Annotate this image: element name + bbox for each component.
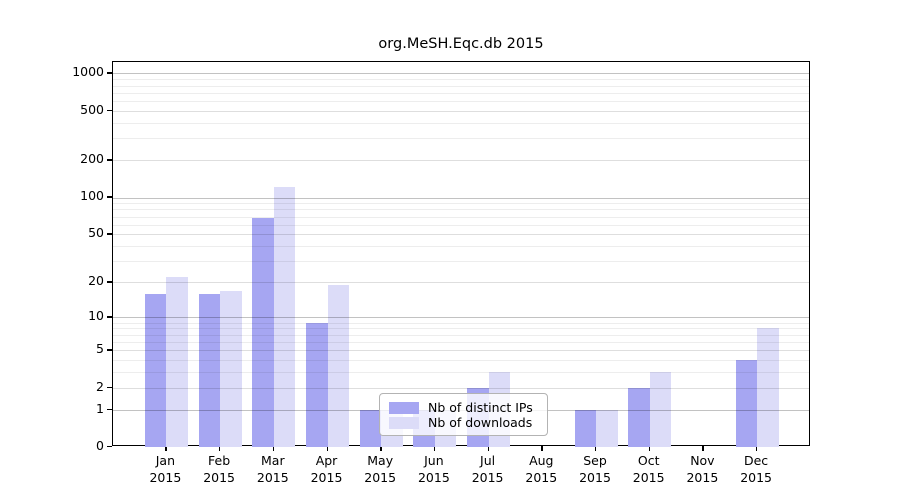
x-tick-mark — [219, 446, 221, 451]
gridline-y-3 — [113, 372, 809, 373]
y-tick-label-1000: 1000 — [72, 64, 104, 80]
x-tick-mark — [541, 446, 543, 451]
gridline-y-600 — [113, 101, 809, 102]
legend-label-distinct-ips: Nb of distinct IPs — [428, 400, 533, 415]
gridline-y-5 — [113, 350, 809, 352]
gridline-y-30 — [113, 261, 809, 263]
y-tick-mark — [107, 349, 112, 351]
y-tick-label-1: 1 — [96, 400, 104, 416]
chart-title: org.MeSH.Eqc.db 2015 — [378, 36, 544, 52]
gridline-y-4 — [113, 360, 809, 361]
x-tick-mark — [487, 446, 489, 451]
legend: Nb of distinct IPs Nb of downloads — [379, 393, 548, 436]
gridline-y-10 — [113, 317, 809, 319]
y-tick-mark — [107, 233, 112, 235]
x-tick-label-apr: Apr 2015 — [310, 453, 343, 485]
x-tick-label-sep: Sep 2015 — [579, 453, 611, 485]
bar-downloads-apr — [327, 285, 349, 447]
x-tick-label-nov: Nov 2015 — [686, 453, 719, 485]
y-tick-mark — [107, 316, 112, 318]
gridline-y-7 — [113, 334, 809, 336]
x-tick-label-oct: Oct 2015 — [632, 453, 665, 485]
bar-distinct-ips-apr — [306, 322, 328, 447]
gridline-y-800 — [113, 85, 809, 87]
bar-downloads-oct — [649, 372, 672, 447]
gridline-y-300 — [113, 138, 809, 140]
x-tick-label-mar: Mar 2015 — [256, 453, 289, 485]
gridline-y-9 — [113, 322, 809, 324]
bar-distinct-ips-sep — [574, 409, 596, 447]
y-tick-mark — [107, 386, 112, 388]
x-tick-label-jun: Jun 2015 — [417, 453, 450, 485]
y-tick-label-50: 50 — [88, 225, 104, 241]
y-tick-mark — [107, 109, 112, 112]
bar-distinct-ips-mar — [252, 218, 274, 447]
gridline-y-20 — [113, 282, 809, 284]
gridline-y-40 — [113, 246, 809, 248]
x-tick-mark — [326, 446, 328, 451]
y-tick-mark — [107, 159, 112, 161]
x-tick-label-jul: Jul 2015 — [471, 453, 504, 485]
gridline-y-400 — [113, 122, 809, 124]
x-tick-label-feb: Feb 2015 — [203, 453, 235, 485]
legend-swatch-downloads — [389, 416, 419, 429]
plot-area: Nb of distinct IPs Nb of downloads — [112, 61, 810, 447]
y-tick-label-100: 100 — [80, 188, 104, 204]
bar-downloads-feb — [220, 290, 242, 447]
y-tick-mark — [107, 196, 112, 198]
legend-label-downloads: Nb of downloads — [428, 415, 533, 430]
gridline-y-200 — [113, 160, 809, 162]
y-tick-label-200: 200 — [80, 151, 104, 167]
y-tick-mark — [107, 408, 112, 410]
gridline-y-70 — [113, 216, 809, 218]
gridline-y-100 — [113, 197, 809, 199]
legend-item-downloads: Nb of downloads — [389, 415, 538, 430]
bar-downloads-mar — [273, 186, 296, 447]
gridline-y-1000 — [113, 73, 809, 75]
gridline-y-700 — [113, 92, 809, 94]
x-tick-label-may: May 2015 — [364, 453, 397, 485]
y-tick-label-500: 500 — [80, 101, 104, 117]
bar-distinct-ips-jan — [144, 293, 167, 447]
x-tick-label-jan: Jan 2015 — [149, 453, 182, 485]
x-tick-mark — [433, 446, 436, 451]
gridline-y-2 — [113, 387, 809, 389]
gridline-y-80 — [113, 209, 809, 211]
y-tick-mark — [107, 446, 112, 448]
bar-downloads-sep — [596, 409, 618, 447]
legend-item-distinct-ips: Nb of distinct IPs — [389, 400, 538, 415]
bar-distinct-ips-feb — [198, 293, 221, 447]
gridline-y-8 — [113, 328, 809, 330]
y-tick-mark — [107, 281, 112, 283]
gridline-y-500 — [113, 110, 809, 112]
y-tick-label-0: 0 — [96, 438, 104, 453]
x-tick-mark — [380, 446, 382, 451]
bar-downloads-dec — [757, 328, 779, 447]
y-tick-label-2: 2 — [96, 378, 104, 394]
y-tick-mark — [107, 72, 112, 74]
x-tick-mark — [756, 446, 758, 451]
bar-distinct-ips-oct — [628, 387, 650, 447]
y-tick-label-20: 20 — [88, 273, 104, 289]
gridline-y-6 — [113, 341, 809, 343]
bar-distinct-ips-dec — [735, 359, 758, 447]
x-tick-mark — [702, 446, 704, 451]
x-tick-label-aug: Aug 2015 — [525, 453, 558, 485]
y-tick-label-10: 10 — [88, 308, 104, 324]
x-tick-mark — [165, 446, 167, 451]
x-tick-mark — [272, 446, 275, 451]
gridline-y-90 — [113, 203, 809, 205]
x-tick-label-dec: Dec 2015 — [740, 453, 772, 485]
x-tick-mark — [648, 446, 651, 451]
gridline-y-900 — [113, 79, 809, 81]
x-tick-mark — [595, 446, 597, 451]
bar-distinct-ips-may — [359, 409, 382, 447]
gridline-y-60 — [113, 224, 809, 226]
gridline-y-50 — [113, 234, 809, 236]
bar-downloads-jan — [166, 277, 188, 447]
legend-swatch-distinct-ips — [389, 401, 419, 414]
y-tick-label-5: 5 — [96, 341, 104, 357]
